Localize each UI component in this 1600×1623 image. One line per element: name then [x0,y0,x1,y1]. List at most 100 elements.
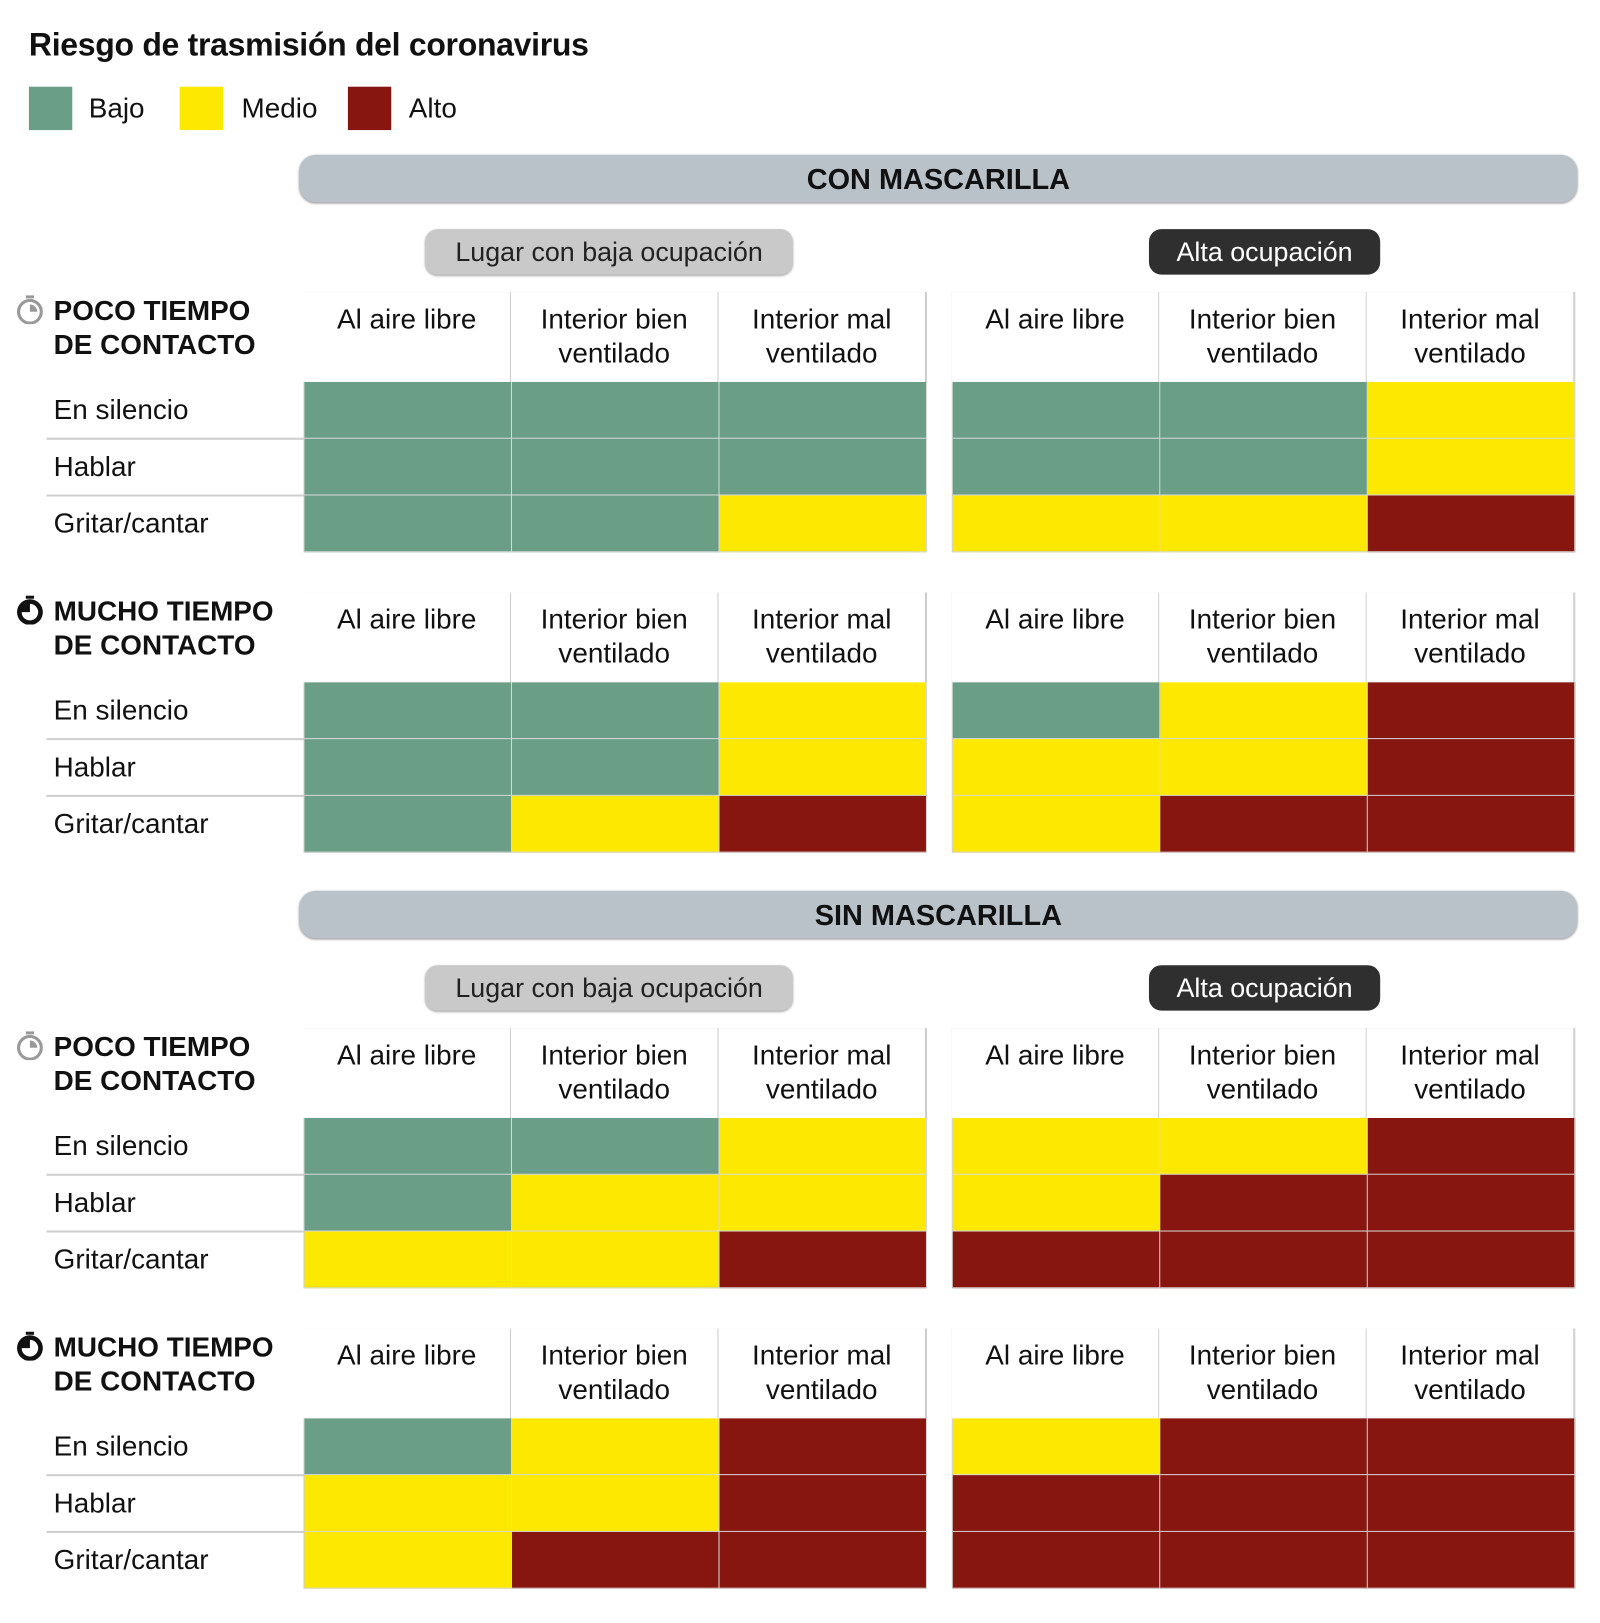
column-header: Interior bien ventilado [1159,292,1367,382]
risk-cell-alto [952,1231,1161,1289]
risk-cell-bajo [952,682,1161,740]
risk-cell-bajo [304,739,513,796]
risk-cell-bajo [512,495,720,553]
column-header: Interior bien ventilado [510,1328,719,1419]
row-separator [46,738,305,741]
risk-cell-alto [1367,795,1576,853]
risk-cell-alto [952,1475,1161,1532]
column-header: Interior bien ventilado [1159,592,1367,683]
column-header: Interior mal ventilado [1366,592,1575,683]
column-header-line: ventilado [558,1073,671,1105]
legend-label-bajo: Bajo [88,92,145,124]
row-label: Gritar/cantar [53,1544,209,1576]
risk-cell-alto [1160,1174,1368,1232]
column-header: Al aire libre [951,1328,1160,1419]
column-header-line: Interior bien [1188,303,1337,335]
risk-cell-medio [952,795,1161,853]
column-header-line: Interior bien [1188,603,1337,635]
column-header-line: Interior bien [540,1339,688,1371]
section-header: CON MASCARILLA [299,154,1578,203]
risk-cell-alto [1160,1475,1368,1532]
contact-time-label-line: POCO TIEMPO [53,295,251,327]
risk-cell-alto [1367,682,1576,740]
risk-cell-medio [719,1117,928,1175]
risk-cell-alto [719,1418,928,1476]
column-header: Al aire libre [303,592,511,683]
legend-label-medio: Medio [241,92,318,124]
column-header: Interior bien ventilado [510,592,719,683]
contact-time-label: MUCHO TIEMPO DE CONTACTO [54,1331,274,1399]
risk-cell-medio [1160,495,1368,553]
contact-time-label-line: MUCHO TIEMPO [53,595,274,627]
row-separator [46,494,305,497]
column-header-line: Interior bien [540,303,688,335]
contact-time-label-line: DE CONTACTO [53,1065,256,1097]
column-header-line: ventilado [765,1073,878,1105]
risk-cell-bajo [512,438,720,496]
legend-swatch-medio [179,86,223,131]
row-label: Hablar [53,751,136,783]
column-header-line: Interior mal [751,1039,892,1071]
column-header-line: Al aire libre [337,303,477,335]
column-header: Interior bien ventilado [1159,1328,1367,1419]
row-label: Gritar/cantar [53,507,209,539]
row-separator [46,437,305,440]
risk-cell-alto [1367,1174,1576,1232]
risk-cell-alto [1367,1418,1576,1476]
risk-cell-bajo [304,795,513,853]
column-header-line: Interior mal [1400,603,1540,635]
risk-cell-medio [952,1117,1161,1175]
risk-cell-alto [719,795,928,853]
row-label: Hablar [53,1487,136,1519]
risk-cell-bajo [304,495,513,553]
column-header-line: ventilado [558,637,671,669]
column-header: Interior mal ventilado [1366,292,1575,382]
column-header: Al aire libre [303,292,511,382]
occupancy-label-high: Alta ocupación [1148,965,1381,1011]
risk-cell-medio [1367,438,1576,496]
column-header-line: Interior mal [1400,1339,1540,1371]
row-separator [46,1230,305,1233]
risk-cell-medio [952,1418,1161,1476]
column-header-line: Interior bien [1188,1339,1337,1371]
row-label: En silencio [53,1130,189,1162]
column-header-line: Interior mal [1400,1039,1540,1071]
column-header-line: Interior mal [751,603,892,635]
column-header-line: ventilado [1414,337,1526,369]
risk-cell-alto [1367,1475,1576,1532]
column-header-line: Al aire libre [337,1039,477,1071]
row-label: Gritar/cantar [53,808,209,840]
contact-time-label-line: DE CONTACTO [53,1365,256,1397]
risk-cell-medio [952,495,1161,553]
risk-cell-medio [952,739,1161,796]
risk-cell-alto [1367,495,1576,553]
contact-time-label: POCO TIEMPO DE CONTACTO [54,294,256,362]
risk-cell-alto [1367,1531,1576,1589]
risk-cell-alto [1160,1231,1368,1289]
column-header-line: ventilado [1206,1073,1319,1105]
column-header: Al aire libre [303,1328,511,1419]
column-header: Al aire libre [303,1028,511,1118]
row-label: Hablar [53,451,136,483]
column-header-line: Al aire libre [337,603,477,635]
occupancy-label-high: Alta ocupación [1148,229,1381,275]
column-header-line: ventilado [1414,637,1526,669]
row-label: En silencio [53,394,189,426]
row-separator [46,794,305,797]
column-header-line: ventilado [558,1373,671,1405]
stopwatch-full-icon [17,1331,43,1361]
column-header-line: ventilado [558,337,671,369]
risk-cell-alto [1160,1418,1368,1476]
risk-cell-bajo [1160,438,1368,496]
chart-title: Riesgo de trasmisión del coronavirus [28,26,589,63]
risk-cell-bajo [304,1117,513,1175]
stopwatch-light-icon [17,295,43,325]
risk-cell-medio [512,1475,720,1532]
column-header-line: ventilado [1206,1373,1319,1405]
column-header: Al aire libre [951,1028,1160,1118]
risk-cell-medio [512,1418,720,1476]
row-label: En silencio [53,694,189,726]
risk-cell-medio [1160,682,1368,740]
risk-cell-medio [304,1531,513,1589]
